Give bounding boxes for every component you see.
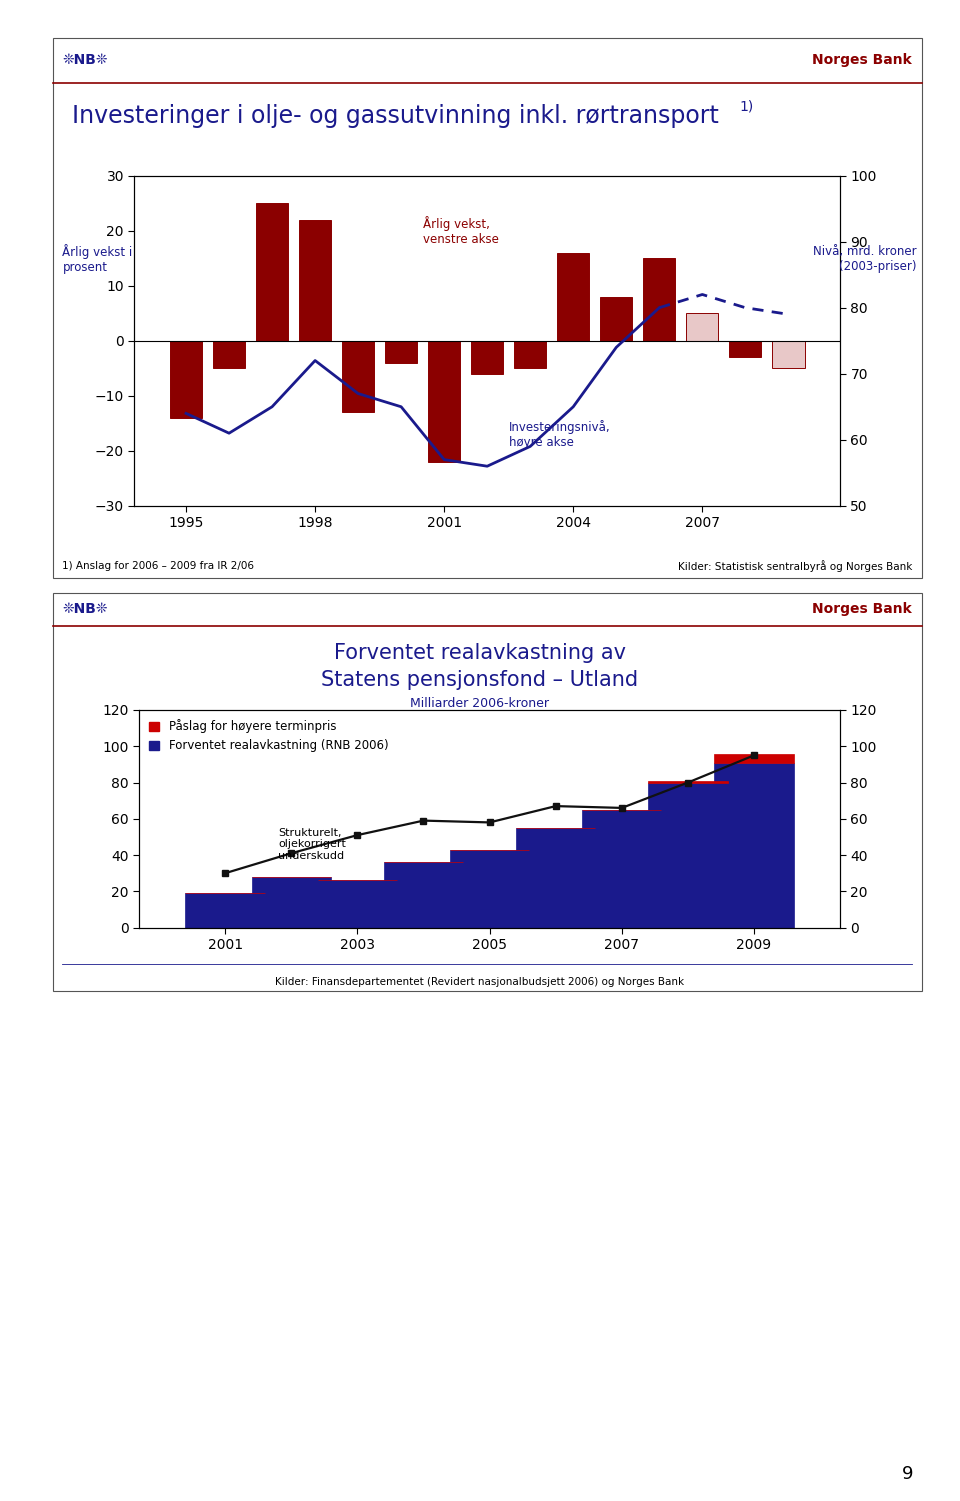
Text: 1) Anslag for 2006 – 2009 fra IR 2/06: 1) Anslag for 2006 – 2009 fra IR 2/06 [62,561,254,570]
Bar [516,829,595,928]
Bar [384,862,463,928]
Bar [471,341,503,374]
Text: Statens pensjonsfond – Utland: Statens pensjonsfond – Utland [322,669,638,690]
Text: Investeringsnivå,
høyre akse: Investeringsnivå, høyre akse [509,420,611,449]
Text: Norges Bank: Norges Bank [812,602,912,617]
Bar [582,809,661,928]
Text: Strukturelt,
oljekorrigert
underskudd: Strukturelt, oljekorrigert underskudd [278,829,346,862]
Bar [385,341,418,363]
Bar [256,203,288,341]
Text: Investeringer i olje- og gassutvinning inkl. rørtransport: Investeringer i olje- og gassutvinning i… [72,104,719,128]
Bar [342,341,374,413]
Text: ❊NB❊: ❊NB❊ [62,602,108,617]
Legend: Påslag for høyere terminpris, Forventet realavkastning (RNB 2006): Påslag for høyere terminpris, Forventet … [145,716,392,757]
Bar [450,850,529,928]
Bar [557,252,589,341]
Text: Forventet realavkastning av: Forventet realavkastning av [334,642,626,663]
Bar [772,341,804,368]
Bar [515,341,546,368]
Bar [648,782,728,928]
Bar [600,297,633,341]
Bar [252,877,331,928]
Text: 1): 1) [739,99,754,114]
Text: ❊NB❊: ❊NB❊ [62,53,108,68]
Text: Norges Bank: Norges Bank [812,53,912,68]
Bar [170,341,203,417]
Text: Kilder: Finansdepartementet (Revidert nasjonalbudsjett 2006) og Norges Bank: Kilder: Finansdepartementet (Revidert na… [276,977,684,986]
Text: Årlig vekst,
venstre akse: Årlig vekst, venstre akse [422,216,498,246]
Bar [686,314,718,341]
Bar [185,893,265,928]
Bar [318,881,397,928]
Bar [213,341,245,368]
Text: Nivå, mrd. kroner
(2003-priser): Nivå, mrd. kroner (2003-priser) [813,245,917,273]
Bar [714,754,794,763]
Bar [299,219,331,341]
Text: Kilder: Statistisk sentralbyrå og Norges Bank: Kilder: Statistisk sentralbyrå og Norges… [678,560,912,572]
Text: Årlig vekst i
prosent: Årlig vekst i prosent [62,245,132,275]
Bar [714,763,794,928]
Text: Milliarder 2006-kroner: Milliarder 2006-kroner [411,698,549,710]
Bar [730,341,761,357]
Text: 9: 9 [901,1465,913,1483]
Bar [643,258,676,341]
Bar [428,341,460,462]
Bar [648,781,728,782]
